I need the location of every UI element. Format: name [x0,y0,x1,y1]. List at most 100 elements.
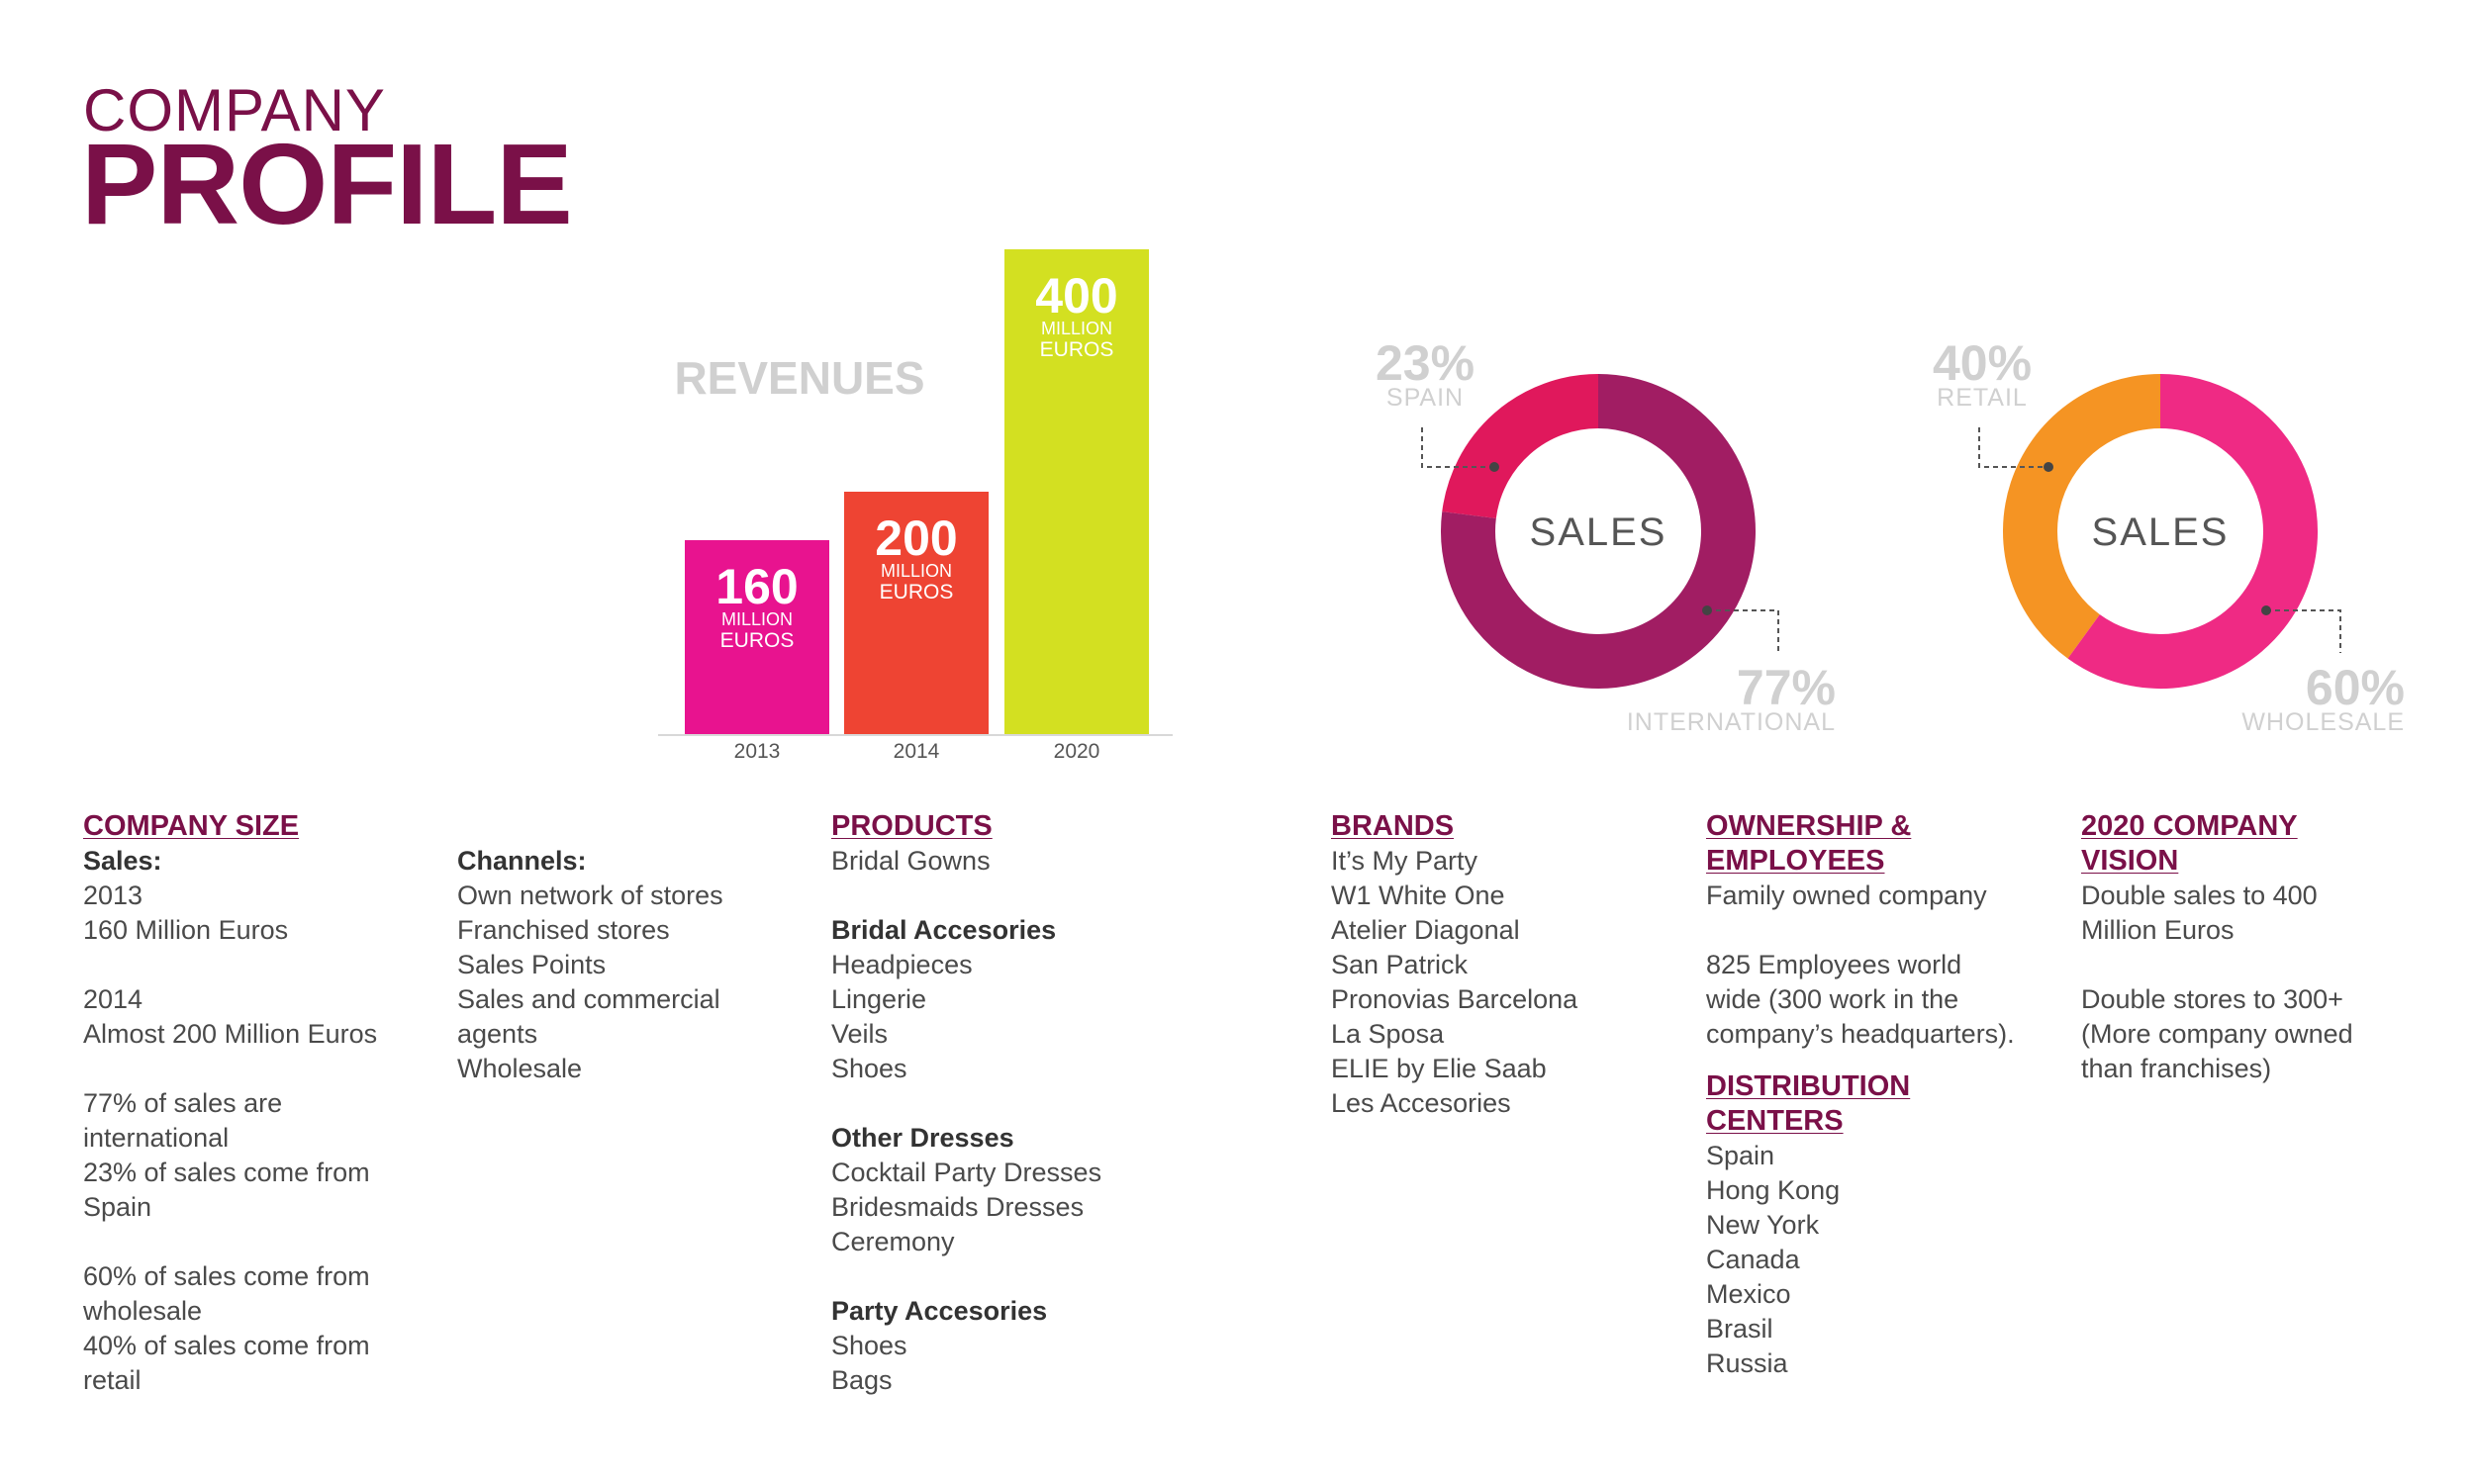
list-item: Les Accesories [1331,1088,1511,1118]
donut-center-label: SALES [2092,510,2230,554]
donut-slice-wholesale [2067,374,2318,689]
list-item: Hong Kong [1706,1175,1841,1205]
list-item: La Sposa [1331,1019,1445,1049]
list-item: agents [457,1019,538,1049]
list-item: Sales and commercial [457,984,720,1014]
list-spacer [83,1225,377,1259]
list-item: 60% of sales come from [83,1261,370,1291]
list-item: than franchises) [2081,1054,2272,1083]
list-item: 160 Million Euros [83,915,289,945]
list-item: Bags [831,1365,893,1395]
company-size-heading: COMPANY SIZE [83,810,300,842]
list-item: Shoes [831,1331,907,1360]
list-item: Cocktail Party Dresses [831,1158,1102,1187]
list-item: Headpieces [831,950,973,979]
charts-area: REVENUES160MILLIONEUROS2013200MILLIONEUR… [658,249,2405,763]
list-spacer [831,1259,1101,1294]
list-spacer [2081,948,2353,982]
brands-section: BRANDS It’s My Party W1 White One Atelier … [1331,809,1577,1121]
donut-center-label: SALES [1530,510,1667,554]
distribution-heading-1: DISTRIBUTION [1706,1070,1911,1102]
list-item: Russia [1706,1348,1788,1378]
vision-section: 2020 COMPANY VISION Double sales to 400 M… [2081,809,2353,1086]
bar-unit-label: MILLION [1041,319,1112,338]
list-item: retail [83,1365,142,1395]
slice-name-label: WHOLESALE [2241,708,2405,736]
list-item: Veils [831,1019,889,1049]
leader-dot [1489,462,1499,472]
page-title-big: PROFILE [81,120,573,248]
chart-title: REVENUES [674,352,924,404]
slice-percent-label: 23% [1376,335,1475,391]
bar-unit-label: EUROS [720,629,795,652]
ownership-heading-2: EMPLOYEES [1706,845,1885,877]
list-item: It’s My Party [1331,846,1478,876]
list-spacer [831,1086,1101,1121]
list-spacer [1706,913,2015,948]
list-spacer [83,948,377,982]
bar-2020 [1004,249,1149,734]
bar-value-label: 200 [875,510,957,566]
list-item: Spain [1706,1141,1775,1170]
list-item: Brasil [1706,1314,1773,1344]
distribution-heading-2: CENTERS [1706,1105,1844,1137]
list-item: Double stores to 300+ [2081,984,2343,1014]
leader-line [1421,427,1494,468]
list-item: Shoes [831,1054,907,1083]
list-item: Family owned company [1706,881,1987,910]
list-item: New York [1706,1210,1820,1240]
list-item: Mexico [1706,1279,1791,1309]
channels-heading: Channels: [457,846,587,876]
leader-dot [1702,605,1712,615]
list-item: W1 White One [1331,881,1505,910]
list-subheading: Party Accesories [831,1296,1048,1326]
list-item: 2014 [83,984,143,1014]
list-item: wide (300 work in the [1706,984,1959,1014]
bar-value-label: 400 [1035,268,1117,324]
x-tick-label: 2020 [1054,740,1100,763]
leader-dot [2044,462,2053,472]
list-subheading: Sales: [83,846,162,876]
list-item: (More company owned [2081,1019,2353,1049]
brands-list: It’s My Party W1 White One Atelier Diagona… [1331,844,1577,1121]
bar-unit-label: EUROS [1040,338,1114,361]
list-item: 825 Employees world [1706,950,1962,979]
channels-list: Own network of stores Franchised stores Sa… [457,879,723,1086]
company-size-list: Sales: 2013 160 Million Euros 2014 Almost 20… [83,844,377,1398]
list-item: Almost 200 Million Euros [83,1019,378,1049]
list-spacer [83,1052,377,1086]
vision-heading-2: VISION [2081,845,2179,877]
list-item: Million Euros [2081,915,2235,945]
list-item: Pronovias Barcelona [1331,984,1578,1014]
donut-slice-retail [2003,374,2161,659]
list-item: Double sales to 400 [2081,881,2318,910]
page-title-small: COMPANY [83,77,386,143]
slice-name-label: INTERNATIONAL [1627,708,1836,736]
list-subheading: Other Dresses [831,1123,1014,1153]
bar-unit-label: MILLION [881,561,952,581]
company-size-section: COMPANY SIZE Sales: 2013 160 Million Euros… [83,809,377,1398]
bar-2013 [685,540,829,734]
list-item: 2013 [83,881,143,910]
donut-slice-international [1441,374,1756,689]
leader-dot [2261,605,2271,615]
slice-percent-label: 60% [2306,660,2405,715]
list-item: wholesale [83,1296,203,1326]
ownership-section: OWNERSHIP & EMPLOYEES Family owned compa… [1706,809,2015,1381]
leader-line [2266,609,2341,653]
brands-heading: BRANDS [1331,810,1455,842]
bar-2014 [844,492,989,734]
x-tick-label: 2014 [894,740,940,763]
slice-percent-label: 40% [1933,335,2032,391]
list-item: Bridesmaids Dresses [831,1192,1085,1222]
list-item: Franchised stores [457,915,670,945]
list-subheading: Bridal Accesories [831,915,1057,945]
list-item: Canada [1706,1245,1800,1274]
list-item: company’s headquarters). [1706,1019,2015,1049]
ownership-heading-1: OWNERSHIP & [1706,810,1912,842]
bar-value-label: 160 [715,559,798,614]
list-item: ELIE by Elie Saab [1331,1054,1547,1083]
slice-name-label: RETAIL [1937,384,2028,412]
list-item: Bridal Gowns [831,846,991,876]
list-item: Atelier Diagonal [1331,915,1520,945]
